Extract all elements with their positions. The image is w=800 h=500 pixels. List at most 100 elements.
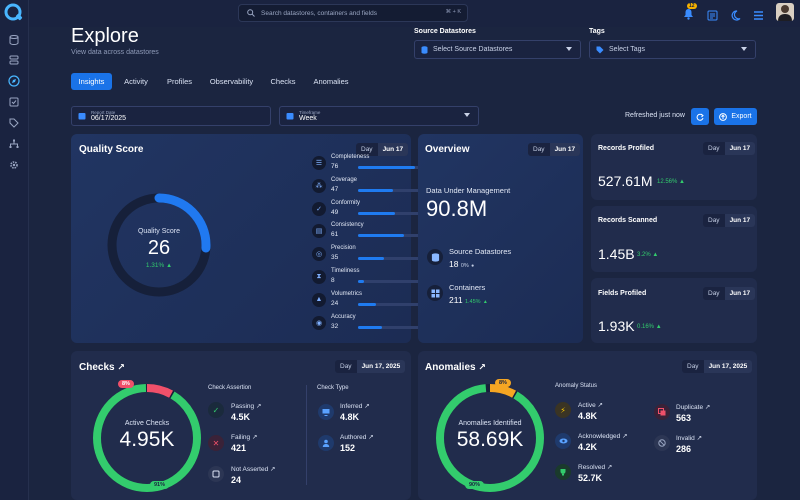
- containers-title: Containers: [449, 283, 486, 292]
- toggle-day[interactable]: Day: [708, 217, 720, 224]
- tab-activity[interactable]: Activity: [124, 77, 148, 86]
- external-link-icon[interactable]: ↗: [696, 435, 703, 442]
- quality-score-gauge: [107, 193, 211, 297]
- external-link-icon[interactable]: ↗: [478, 362, 486, 372]
- toggle-day[interactable]: Day: [708, 290, 720, 297]
- toggle-date[interactable]: Jun 17, 2025: [356, 360, 406, 373]
- layers-icon[interactable]: [7, 53, 21, 67]
- toggle-day[interactable]: Day: [340, 363, 352, 370]
- overview-period-toggle[interactable]: Day Jun 17: [528, 143, 581, 156]
- report-date-value: 06/17/2025: [91, 115, 127, 122]
- source-datastores-placeholder: Select Source Datastores: [433, 46, 513, 53]
- external-link-icon[interactable]: ↗: [270, 466, 276, 473]
- notifications-count: 12: [687, 3, 697, 9]
- containers-count: 211 1.45% ▲: [449, 295, 488, 305]
- tab-checks[interactable]: Checks: [270, 77, 296, 86]
- quality-period-toggle[interactable]: Day Jun 17: [356, 143, 409, 156]
- tag-icon[interactable]: [7, 116, 21, 130]
- external-link-icon[interactable]: ↗: [622, 433, 628, 440]
- external-link-icon[interactable]: ↗: [597, 402, 603, 409]
- compass-icon[interactable]: [7, 74, 21, 88]
- tab-profiles[interactable]: Profiles: [166, 77, 192, 86]
- external-link-icon[interactable]: ↗: [251, 434, 258, 441]
- note-icon: [208, 466, 224, 482]
- toggle-day[interactable]: Day: [533, 146, 545, 153]
- checks-period-toggle[interactable]: Day Jun 17, 2025: [335, 360, 406, 373]
- trophy-icon: [555, 464, 571, 480]
- conformity-icon: ✓: [312, 201, 326, 216]
- theme-moon-icon[interactable]: [730, 8, 741, 26]
- news-icon[interactable]: [707, 8, 718, 26]
- chevron-down-icon: [566, 47, 572, 51]
- timeframe-value: Week: [299, 115, 317, 122]
- toggle-date[interactable]: Jun 17: [377, 143, 409, 156]
- refresh-button[interactable]: [691, 108, 709, 125]
- check-passing-icon: ✓: [208, 402, 224, 418]
- metric-value: 24: [331, 299, 339, 307]
- tab-anomalies[interactable]: Anomalies: [313, 77, 349, 86]
- toggle-date[interactable]: Jun 17: [724, 142, 756, 155]
- metric-bar-fill: [358, 234, 404, 238]
- checklist-icon[interactable]: [7, 95, 21, 109]
- anomalies-title-text: Anomalies: [425, 362, 476, 373]
- database-icon: [427, 249, 443, 265]
- duplicate-label: Duplicate ↗: [676, 403, 710, 411]
- records-profiled-toggle[interactable]: Day Jun 17: [703, 142, 756, 155]
- ack-text: Acknowledged: [578, 433, 621, 440]
- quality-score-delta: 1.31% ▲: [104, 262, 214, 269]
- tags-label: Tags: [589, 28, 605, 35]
- app-logo[interactable]: [4, 3, 24, 23]
- fields-profiled-toggle[interactable]: Day Jun 17: [703, 287, 756, 300]
- source-datastores-select[interactable]: Select Source Datastores: [414, 40, 581, 59]
- metric-bar-track: [358, 211, 433, 215]
- external-link-icon[interactable]: ↗: [117, 362, 125, 372]
- delta-text: 0.16%: [637, 324, 655, 330]
- toggle-day[interactable]: Day: [708, 145, 720, 152]
- records-scanned-value: 1.45B: [598, 246, 635, 262]
- overview-title: Overview: [425, 144, 470, 155]
- external-link-icon[interactable]: ↗: [255, 403, 262, 410]
- lightning-icon: ⚡: [555, 402, 571, 418]
- hierarchy-icon[interactable]: [7, 137, 21, 151]
- external-link-icon[interactable]: ↗: [364, 403, 370, 410]
- toggle-day[interactable]: Day: [687, 363, 699, 370]
- metric-bar-track: [358, 234, 433, 238]
- duplicate-icon: [654, 404, 670, 420]
- timeframe-select[interactable]: Timeframe Week: [279, 106, 479, 126]
- delta-text: 12.56%: [657, 179, 678, 185]
- list-menu-icon[interactable]: [753, 8, 764, 26]
- external-link-icon[interactable]: ↗: [704, 404, 711, 411]
- checks-small-pct: 8%: [118, 380, 134, 388]
- quality-gauge-label: Quality Score: [137, 228, 181, 235]
- records-profiled-card: Records Profiled Day Jun 17 527.61M 12.56…: [591, 134, 757, 200]
- toggle-date[interactable]: Jun 17: [724, 287, 756, 300]
- external-link-icon[interactable]: ↗: [606, 464, 613, 471]
- database-icon[interactable]: [7, 33, 21, 47]
- user-avatar[interactable]: [776, 3, 794, 21]
- dum-label: Data Under Management: [426, 186, 511, 195]
- tab-observability[interactable]: Observability: [209, 77, 254, 86]
- user-icon: [318, 435, 334, 451]
- containers-count-text: 211: [449, 295, 463, 305]
- tags-select[interactable]: Select Tags: [589, 40, 756, 59]
- toggle-day[interactable]: Day: [361, 146, 373, 153]
- records-scanned-toggle[interactable]: Day Jun 17: [703, 214, 756, 227]
- tag-icon: [596, 46, 604, 53]
- tab-insights[interactable]: Insights: [71, 73, 112, 90]
- external-link-icon[interactable]: ↗: [368, 434, 374, 441]
- toggle-date[interactable]: Jun 17, 2025: [703, 360, 753, 373]
- search-input[interactable]: Search datastores, containers and fields…: [238, 4, 468, 22]
- toggle-date[interactable]: Jun 17: [549, 143, 581, 156]
- toggle-date[interactable]: Jun 17: [724, 214, 756, 227]
- anomalies-period-toggle[interactable]: Day Jun 17, 2025: [682, 360, 753, 373]
- volumetrics-icon: ▲: [312, 292, 326, 307]
- records-profiled-value: 527.61M: [598, 173, 653, 189]
- quality-delta-text: 1.31%: [145, 262, 165, 269]
- failing-label-text: Failing: [231, 434, 251, 441]
- gear-icon[interactable]: [7, 158, 21, 172]
- check-failing-icon: ✕: [208, 435, 224, 451]
- export-button[interactable]: Export: [714, 108, 757, 125]
- metric-bar-fill: [358, 188, 394, 192]
- report-date-picker[interactable]: Report Date 06/17/2025: [71, 106, 271, 126]
- notifications-bell-icon[interactable]: 12: [683, 3, 697, 20]
